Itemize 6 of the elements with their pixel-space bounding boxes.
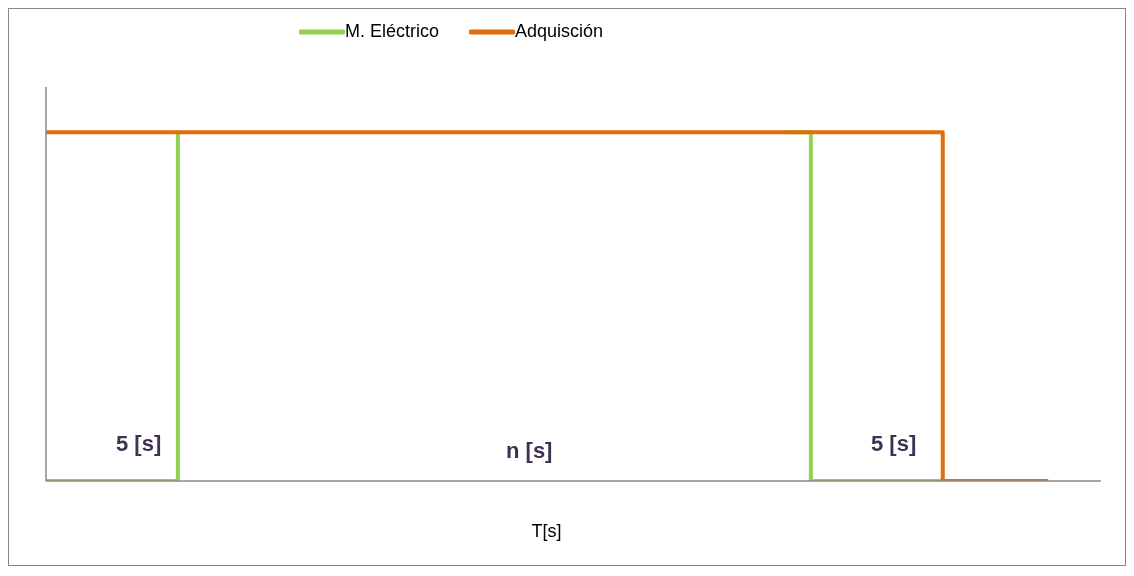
x-axis-title: T[s] — [530, 521, 563, 542]
annotation: 5 [s] — [116, 431, 162, 457]
legend-label: Adquisción — [514, 21, 604, 42]
legend-label: M. Eléctrico — [344, 21, 440, 42]
annotation: 5 [s] — [871, 431, 917, 457]
annotation: n [s] — [506, 438, 553, 464]
